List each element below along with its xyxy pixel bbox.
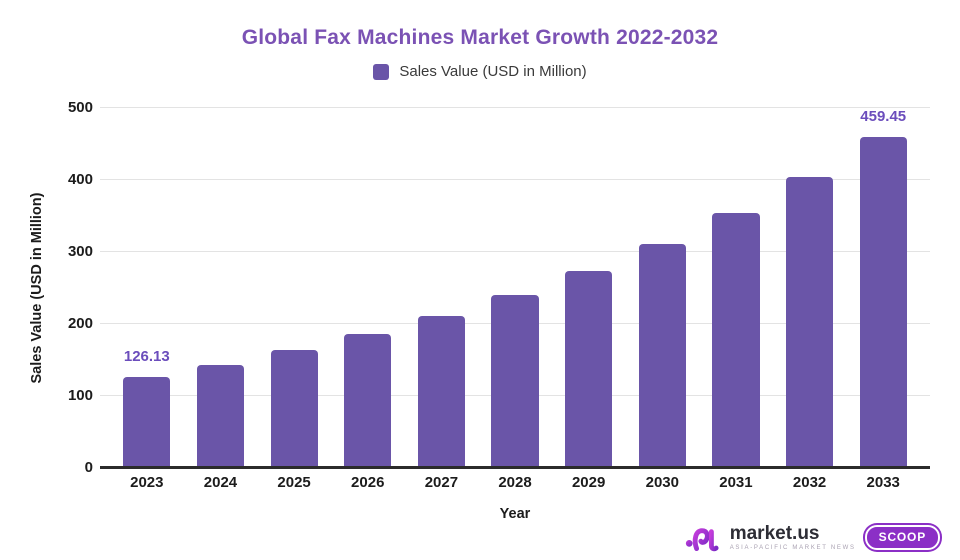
y-tick-label: 500	[67, 99, 93, 116]
y-tick-label: 100	[67, 387, 93, 404]
x-tick-label: 2027	[424, 474, 459, 491]
x-tick-label: 2026	[351, 474, 385, 491]
legend: Sales Value (USD in Million)	[0, 63, 960, 80]
x-tick-label: 2023	[130, 474, 164, 491]
bars: 126.13 459.45	[100, 108, 930, 468]
x-tick-label: 2024	[203, 474, 238, 491]
gridline	[100, 251, 930, 252]
x-tick-label: 2025	[277, 474, 311, 491]
x-tick-label: 2031	[719, 474, 753, 491]
bar-slot	[773, 108, 847, 468]
x-tick-label: 2033	[866, 474, 900, 491]
bar-slot	[257, 108, 331, 468]
value-label: 126.13	[123, 348, 170, 366]
bar-2032	[786, 177, 834, 468]
y-tick-label: 400	[67, 171, 93, 188]
bar-2025	[270, 350, 318, 468]
bar-slot	[405, 108, 479, 468]
bar-2033	[859, 137, 907, 468]
bar-slot	[625, 108, 699, 468]
y-tick-label: 0	[84, 459, 93, 476]
x-axis-labels: 2023 2024 2025 2026 2027 2028 2029 2030 2031 2032…	[100, 474, 930, 491]
brand-text-block: market.us ASIA-PACIFIC MARKET NEWS	[730, 524, 856, 551]
brand-name: market.us	[729, 522, 820, 544]
brand-tagline: ASIA-PACIFIC MARKET NEWS	[729, 544, 856, 551]
gridline	[100, 179, 930, 180]
legend-swatch-icon	[373, 63, 390, 80]
bar-2029	[565, 270, 613, 468]
bar-slot	[478, 108, 552, 468]
bar-slot	[184, 108, 258, 468]
bar-2026	[344, 334, 392, 468]
gridline	[100, 107, 930, 108]
bar-2030	[638, 243, 686, 468]
y-tick-label: 200	[67, 315, 93, 332]
brand-logo: market.us ASIA-PACIFIC MARKET NEWS SCOOP	[685, 518, 940, 556]
value-label: 459.45	[860, 108, 907, 126]
bar-2023	[123, 377, 171, 468]
y-tick-label: 300	[67, 243, 93, 260]
x-axis-title: Year	[499, 506, 531, 522]
bar-slot	[331, 108, 405, 468]
bar-2028	[491, 294, 539, 468]
x-axis-line	[100, 466, 930, 469]
marketus-logo-icon	[685, 525, 723, 552]
x-tick-label: 2028	[498, 474, 532, 491]
x-tick-label: 2032	[792, 474, 827, 491]
bar-slot: 126.13	[110, 108, 184, 468]
x-tick-label: 2030	[645, 474, 679, 491]
scoop-badge: SCOOP	[864, 524, 940, 550]
bar-slot	[552, 108, 626, 468]
bar-2024	[196, 364, 245, 468]
legend-label: Sales Value (USD in Million)	[399, 63, 587, 80]
bar-slot: 459.45	[846, 108, 920, 468]
bar-slot	[699, 108, 773, 468]
bar-2031	[712, 212, 760, 468]
y-axis-labels: 0 100 200 300 400 500	[0, 99, 93, 476]
x-tick-label: 2029	[571, 474, 606, 491]
chart-title: Global Fax Machines Market Growth 2022-2…	[241, 26, 719, 49]
bar-2027	[417, 315, 465, 468]
plot-area: 126.13 459.45	[100, 107, 930, 469]
